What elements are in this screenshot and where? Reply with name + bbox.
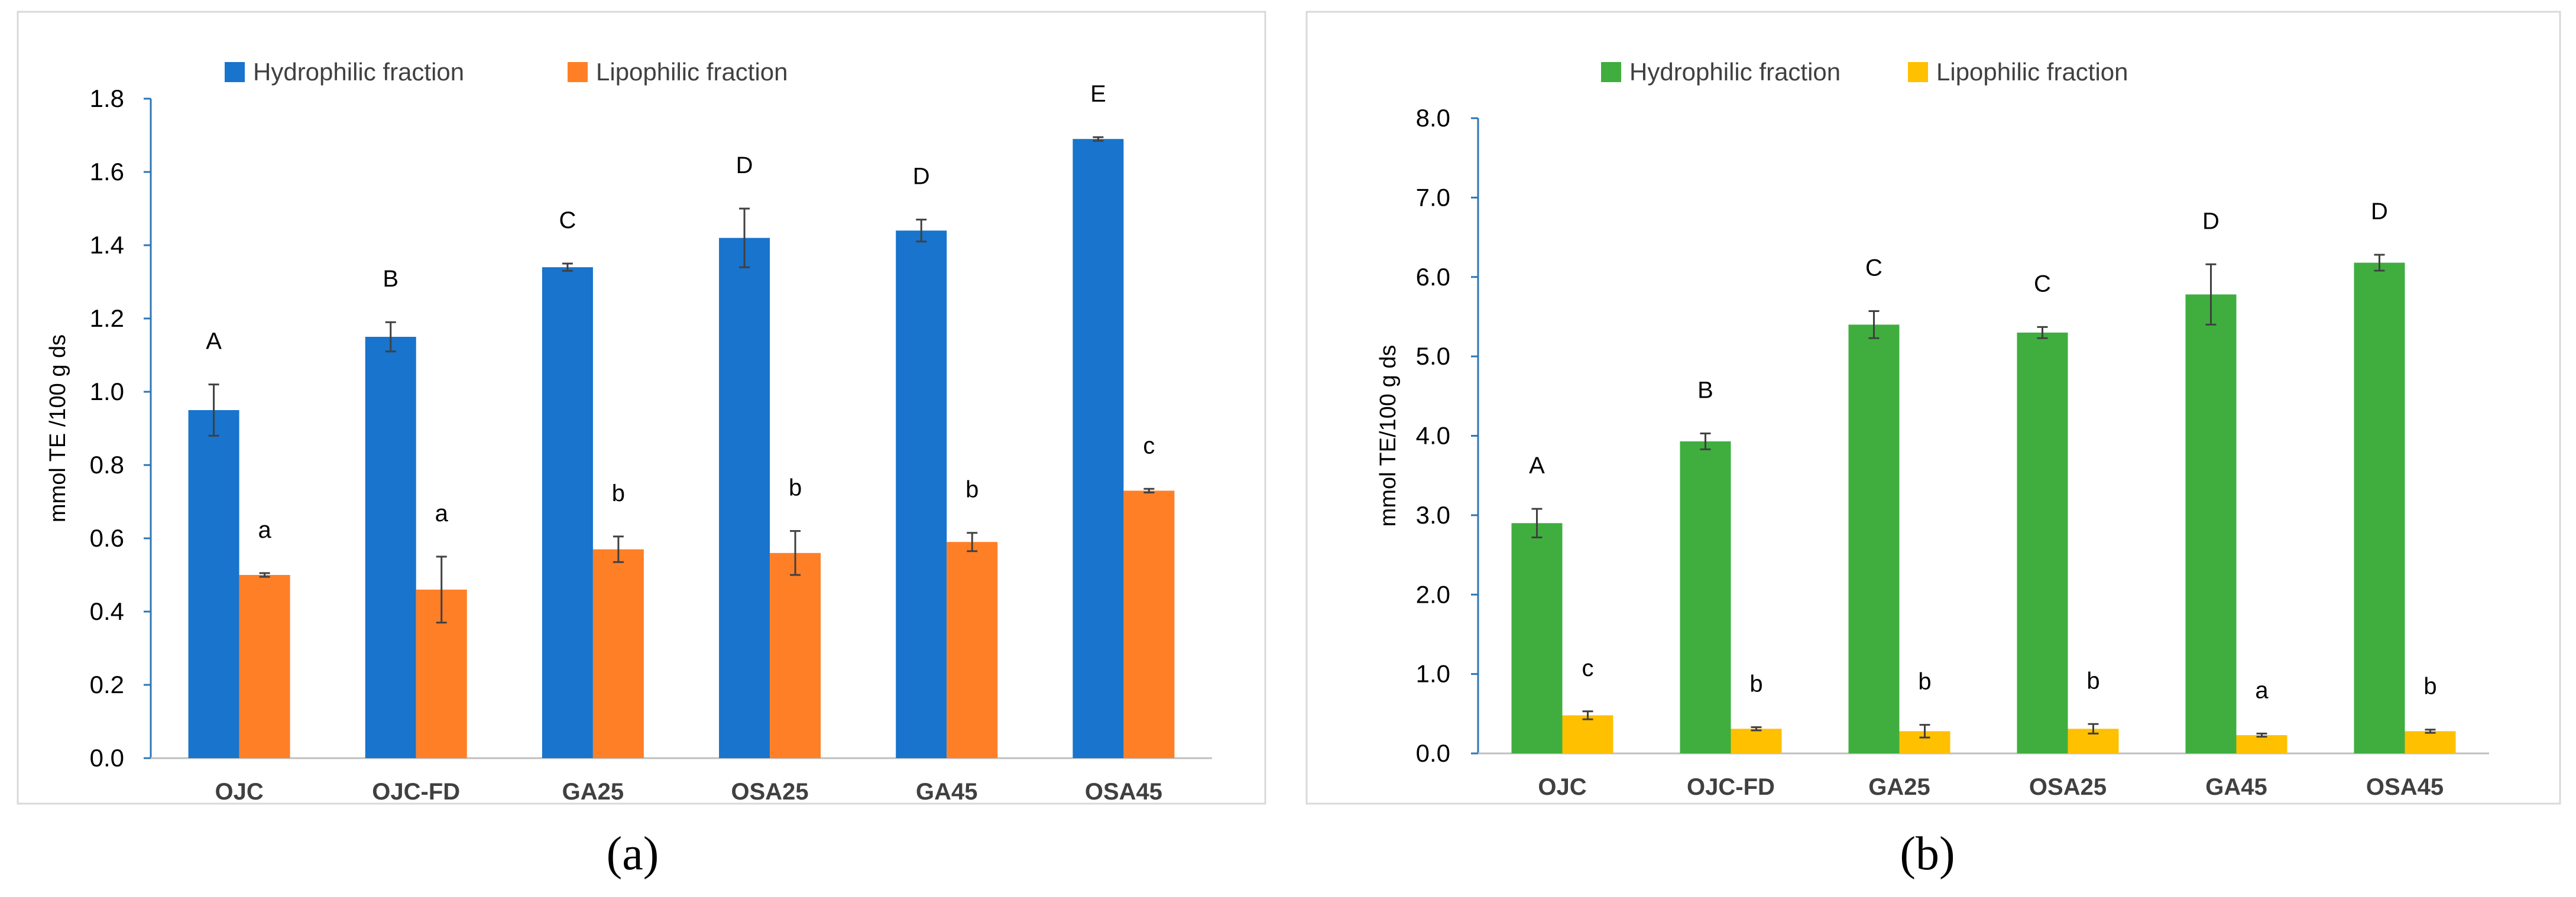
x-tick-label-a-5: OSA45 <box>1085 779 1162 805</box>
legend-label-b-1: Lipophilic fraction <box>1936 58 2128 86</box>
y-tick-label-b-1: 1.0 <box>1416 660 1450 688</box>
bar-a-0-3 <box>719 238 770 759</box>
significance-letter-a-0-0: A <box>206 329 222 355</box>
x-tick-label-a-4: GA45 <box>916 779 978 805</box>
y-tick-label-a-0: 0.0 <box>90 744 124 772</box>
significance-letter-a-1-3: b <box>789 475 802 501</box>
y-tick-label-b-3: 3.0 <box>1416 501 1450 529</box>
bar-a-0-1 <box>365 337 416 758</box>
significance-letter-b-1-0: c <box>1582 655 1594 681</box>
significance-letter-b-0-5: D <box>2371 199 2388 225</box>
significance-letter-a-0-5: E <box>1090 81 1106 107</box>
y-tick-label-a-5: 1.0 <box>90 378 124 405</box>
significance-letter-a-1-5: c <box>1143 433 1155 459</box>
y-tick-label-b-2: 2.0 <box>1416 580 1450 608</box>
bar-chart-b: Hydrophilic fraction Lipophilic fraction 0… <box>1305 11 2561 805</box>
bar-a-1-5 <box>1123 490 1175 758</box>
significance-letter-b-0-0: A <box>1529 453 1545 479</box>
legend-swatch-a-1 <box>568 62 588 82</box>
bar-a-0-4 <box>896 230 947 758</box>
x-tick-label-b-5: OSA45 <box>2366 774 2444 800</box>
y-tick-label-a-2: 0.4 <box>90 597 124 625</box>
bar-b-1-0 <box>1562 715 1613 753</box>
legend-label-b-0: Hydrophilic fraction <box>1629 58 1841 86</box>
y-tick-label-a-4: 0.8 <box>90 451 124 479</box>
y-tick-label-a-8: 1.6 <box>90 158 124 186</box>
y-tick-label-b-0: 0.0 <box>1416 739 1450 767</box>
caption-b: (b) <box>1900 828 1955 880</box>
significance-letter-b-0-2: C <box>1865 255 1882 281</box>
bar-b-0-5 <box>2354 262 2405 753</box>
significance-letter-b-1-2: b <box>1918 669 1931 695</box>
x-tick-label-b-4: GA45 <box>2205 774 2267 800</box>
significance-letter-a-1-4: b <box>965 477 978 503</box>
bar-b-0-0 <box>1511 523 1563 753</box>
bar-b-0-2 <box>1848 324 1900 753</box>
significance-letter-a-0-3: D <box>736 152 753 178</box>
bar-a-1-3 <box>770 552 821 758</box>
x-tick-label-a-0: OJC <box>215 779 263 805</box>
y-tick-label-b-6: 6.0 <box>1416 263 1450 291</box>
x-tick-label-b-0: OJC <box>1538 774 1586 800</box>
legend-swatch-b-0 <box>1601 62 1621 82</box>
significance-letter-b-0-3: C <box>2034 271 2051 297</box>
x-tick-label-b-2: GA25 <box>1868 774 1930 800</box>
bar-b-1-5 <box>2405 731 2456 753</box>
bar-b-1-1 <box>1731 729 1782 753</box>
significance-letter-b-1-3: b <box>2086 668 2099 694</box>
x-tick-label-a-3: OSA25 <box>731 779 808 805</box>
significance-letter-b-1-1: b <box>1749 671 1762 697</box>
significance-letter-b-1-5: b <box>2423 674 2436 700</box>
x-tick-label-a-1: OJC-FD <box>372 779 460 805</box>
y-axis-title-a: mmol TE /100 g ds <box>46 334 70 522</box>
bar-b-0-1 <box>1680 441 1731 753</box>
legend-swatch-a-0 <box>225 62 245 82</box>
legend-label-a-0: Hydrophilic fraction <box>253 58 464 86</box>
significance-letter-a-0-1: B <box>383 266 398 292</box>
legend-label-a-1: Lipophilic fraction <box>596 58 788 86</box>
significance-letter-b-0-1: B <box>1697 377 1713 403</box>
bar-b-0-4 <box>2185 294 2237 753</box>
caption-a: (a) <box>606 828 659 880</box>
bar-a-1-0 <box>239 575 290 758</box>
bar-a-0-2 <box>542 267 593 758</box>
y-tick-label-b-4: 4.0 <box>1416 422 1450 450</box>
bar-chart-a: Hydrophilic fraction Lipophilic fraction 0… <box>17 11 1266 805</box>
chart-panel-b: Hydrophilic fraction Lipophilic fraction 0… <box>1289 0 2576 897</box>
bar-b-1-4 <box>2236 735 2287 753</box>
significance-letter-a-0-4: D <box>913 164 930 190</box>
y-tick-label-a-3: 0.6 <box>90 524 124 552</box>
significance-letter-a-1-0: a <box>258 517 271 543</box>
bar-a-0-0 <box>188 410 239 758</box>
y-tick-label-b-7: 7.0 <box>1416 183 1450 211</box>
x-tick-label-a-2: GA25 <box>562 779 624 805</box>
bar-b-0-3 <box>2017 332 2068 753</box>
bar-a-1-4 <box>947 542 998 758</box>
legend-swatch-b-1 <box>1908 62 1928 82</box>
bar-a-0-5 <box>1072 139 1124 759</box>
significance-letter-a-1-2: b <box>612 480 625 506</box>
y-axis-title-b: mmol TE/100 g ds <box>1376 345 1401 527</box>
y-tick-label-a-6: 1.2 <box>90 304 124 332</box>
x-tick-label-b-1: OJC-FD <box>1687 774 1775 800</box>
y-tick-label-a-9: 1.8 <box>90 84 124 112</box>
chart-panel-a: Hydrophilic fraction Lipophilic fraction 0… <box>17 11 1266 805</box>
y-tick-label-a-7: 1.4 <box>90 231 124 259</box>
significance-letter-b-0-4: D <box>2202 208 2219 234</box>
significance-letter-b-1-4: a <box>2255 677 2269 703</box>
y-tick-label-b-8: 8.0 <box>1416 104 1450 132</box>
y-tick-label-a-1: 0.2 <box>90 671 124 698</box>
significance-letter-a-1-1: a <box>435 500 449 526</box>
y-tick-label-b-5: 5.0 <box>1416 342 1450 370</box>
significance-letter-a-0-2: C <box>559 207 576 233</box>
bar-a-1-2 <box>592 549 644 758</box>
x-tick-label-b-3: OSA25 <box>2029 774 2107 800</box>
